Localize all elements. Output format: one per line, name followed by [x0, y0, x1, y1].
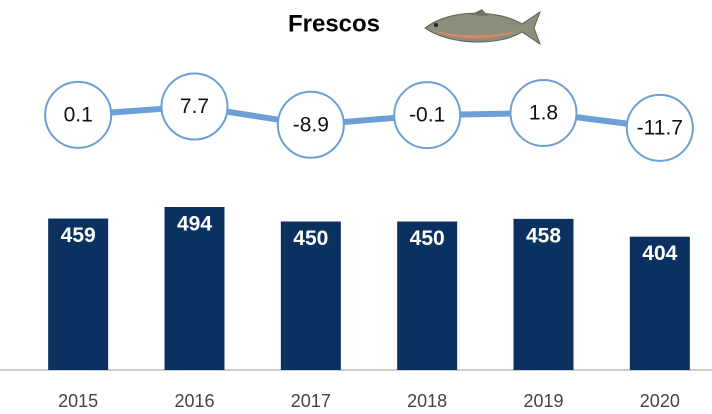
x-tick-label: 2018 — [407, 391, 447, 411]
x-tick-label: 2017 — [291, 391, 331, 411]
chart-title: Frescos — [288, 10, 380, 37]
x-tick-label: 2020 — [640, 391, 680, 411]
bar — [48, 218, 109, 370]
line-value-label: -8.9 — [293, 113, 329, 136]
bar-value-label: 459 — [61, 224, 96, 247]
line-value-label: -0.1 — [409, 104, 445, 127]
bar-value-label: 494 — [177, 213, 212, 236]
line-value-label: -11.7 — [637, 116, 683, 139]
bar — [164, 206, 225, 370]
bar-value-label: 450 — [293, 227, 328, 250]
bar — [280, 221, 341, 370]
line-value-label: 0.1 — [64, 103, 93, 126]
x-tick-label: 2015 — [58, 391, 98, 411]
line-point — [509, 79, 578, 148]
fish-icon — [424, 9, 542, 46]
x-tick-label: 2016 — [174, 391, 214, 411]
bar — [629, 236, 690, 370]
bar — [397, 221, 458, 370]
line-point — [393, 81, 462, 150]
line-value-label: 7.7 — [180, 95, 209, 118]
bar-value-label: 458 — [526, 224, 561, 247]
bar — [513, 218, 574, 370]
line-point — [160, 72, 229, 141]
x-tick-label: 2019 — [523, 391, 563, 411]
line-point — [625, 93, 694, 162]
bar-value-label: 404 — [642, 242, 677, 265]
line-point — [44, 80, 113, 149]
line-value-label: 1.8 — [529, 102, 558, 125]
bar-value-label: 450 — [410, 227, 445, 250]
line-point — [276, 90, 345, 159]
